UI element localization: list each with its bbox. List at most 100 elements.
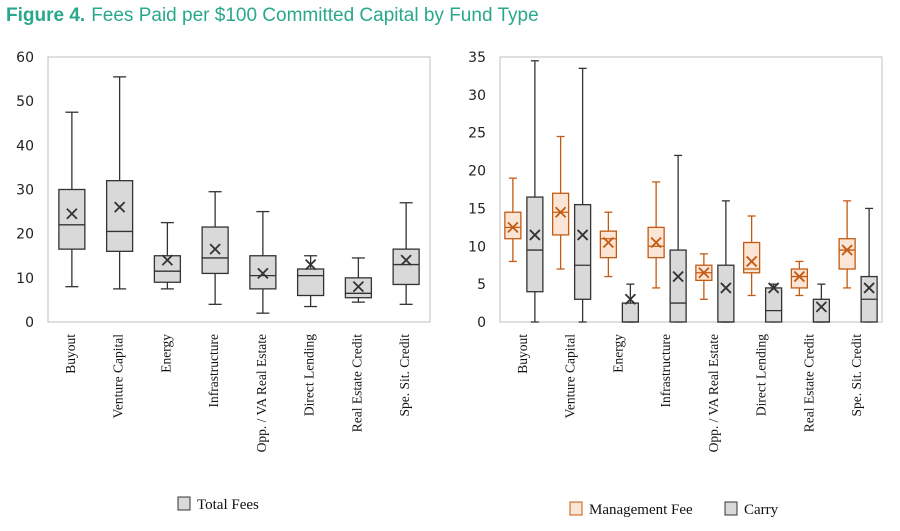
figure-title-text: Fees Paid per $100 Committed Capital by … <box>91 5 539 26</box>
iqr-box <box>504 211 522 240</box>
box-total-fees <box>153 221 182 290</box>
box-management-fee <box>838 200 856 289</box>
mean-marker <box>113 201 126 213</box>
x-category-label: Venture Capital <box>111 334 126 419</box>
x-category-label: Venture Capital <box>563 334 578 419</box>
box-total-fees <box>249 210 277 314</box>
y-tick-label: 5 <box>477 277 486 293</box>
y-tick-label: 10 <box>16 271 34 287</box>
mean-marker <box>602 236 615 249</box>
figure-title: Figure 4. Fees Paid per $100 Committed Ca… <box>6 5 539 27</box>
box-carry <box>860 207 878 323</box>
y-tick-label: 20 <box>468 164 486 180</box>
y-tick-label: 20 <box>16 227 34 243</box>
x-category-label: Infrastructure <box>206 334 221 407</box>
iqr-box <box>58 188 86 250</box>
box-carry <box>621 283 640 323</box>
legend-label: Carry <box>744 502 779 518</box>
mean-marker <box>400 254 412 266</box>
iqr-box <box>296 268 325 297</box>
mean-marker <box>304 258 317 271</box>
box-carry <box>526 60 544 323</box>
box-total-fees <box>392 202 420 305</box>
legend-label: Total Fees <box>197 497 259 513</box>
y-tick-label: 0 <box>477 315 486 331</box>
iqr-box <box>153 255 182 283</box>
y-tick-label: 25 <box>468 126 486 142</box>
iqr-box <box>742 241 761 274</box>
iqr-box <box>201 226 229 275</box>
y-tick-label: 60 <box>16 50 34 66</box>
mean-marker <box>745 255 758 268</box>
x-category-label: Direct Lending <box>302 334 317 416</box>
mean-marker <box>161 254 174 266</box>
y-tick-label: 50 <box>16 94 34 110</box>
mean-marker <box>815 301 828 313</box>
y-tick-label: 35 <box>468 50 486 66</box>
mean-marker <box>66 208 78 220</box>
box-total-fees <box>201 191 229 305</box>
y-tick-label: 40 <box>16 138 34 154</box>
box-carry <box>717 200 735 323</box>
iqr-box <box>764 287 783 323</box>
mean-marker <box>529 229 541 241</box>
iqr-box <box>838 238 856 270</box>
chart-panel-2: 0 5 10 15 20 25 30 35 Buyout Venture Capital Energ… <box>468 50 883 518</box>
box-carry <box>812 283 831 323</box>
legend-swatch <box>724 501 738 516</box>
y-tick-label: 30 <box>16 183 34 199</box>
mean-marker <box>841 244 853 256</box>
y-tick-label: 15 <box>468 201 486 217</box>
x-category-label: Real Estate Credit <box>349 334 364 432</box>
mean-marker <box>720 282 732 294</box>
box-total-fees <box>344 257 373 303</box>
iqr-box <box>526 196 544 293</box>
legend-swatch <box>569 501 583 516</box>
box-total-fees <box>296 255 325 308</box>
x-category-label: Energy <box>158 334 173 373</box>
x-category-label: Opp. / VA Real Estate <box>254 334 269 452</box>
mean-marker <box>576 229 589 241</box>
figure-label: Figure 4. <box>6 5 86 26</box>
iqr-box <box>105 180 134 252</box>
mean-marker <box>698 267 710 279</box>
iqr-box <box>669 249 687 323</box>
box-management-fee <box>790 260 809 297</box>
y-tick-label: 10 <box>468 239 486 255</box>
mean-marker <box>352 281 365 293</box>
iqr-box <box>621 302 640 323</box>
iqr-box <box>551 192 570 236</box>
iqr-box <box>790 268 809 289</box>
box-management-fee <box>647 181 665 289</box>
mean-marker <box>554 206 567 218</box>
box-total-fees <box>105 76 134 290</box>
x-category-label: Spe. Sit. Credit <box>849 334 864 417</box>
box-management-fee <box>504 177 522 263</box>
x-category-label: Spe. Sit. Credit <box>397 334 412 417</box>
box-carry <box>573 67 592 323</box>
box-management-fee <box>551 135 570 270</box>
plot-area-frame <box>47 56 431 323</box>
mean-marker <box>672 270 684 283</box>
y-tick-label: 0 <box>25 315 34 331</box>
mean-marker <box>793 270 806 283</box>
x-category-label: Opp. / VA Real Estate <box>706 334 721 452</box>
mean-marker <box>650 236 662 249</box>
box-total-fees <box>58 111 86 288</box>
mean-marker <box>209 243 221 255</box>
x-category-label: Buyout <box>63 334 78 374</box>
box-management-fee <box>742 215 761 297</box>
iqr-box <box>599 230 618 259</box>
chart-panel-1: 0 10 20 30 40 50 60 Buyout Venture Capital Energy… <box>16 50 431 513</box>
iqr-box <box>812 298 831 323</box>
box-carry <box>669 154 687 323</box>
legend-label: Management Fee <box>589 502 693 518</box>
x-category-label: Buyout <box>515 334 530 374</box>
mean-marker <box>624 293 637 305</box>
mean-marker <box>507 221 519 233</box>
iqr-box <box>392 248 420 286</box>
x-category-label: Direct Lending <box>754 334 769 416</box>
iqr-box <box>573 203 592 300</box>
y-tick-label: 30 <box>468 88 486 104</box>
